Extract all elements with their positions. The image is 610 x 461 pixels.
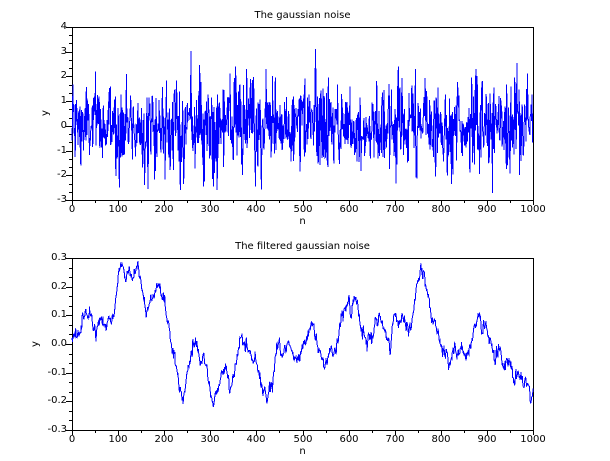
x-tick-label: 1000 — [520, 204, 546, 215]
x-tick-label: 0 — [68, 434, 76, 445]
y-tick-label: 0.2 — [51, 281, 67, 292]
x-tick-label: 400 — [246, 204, 266, 215]
y-tick-label: 3 — [60, 46, 67, 57]
x-tick-label: 500 — [293, 204, 313, 215]
x-tick-label: 300 — [200, 434, 220, 445]
x-tick-label: 300 — [200, 204, 220, 215]
filtered-gaussian-noise-line — [71, 260, 534, 408]
x-tick-label: 700 — [385, 434, 405, 445]
top-plot-title: The gaussian noise — [254, 10, 351, 21]
y-tick-label: -1 — [57, 145, 67, 156]
x-tick-label: 1000 — [520, 434, 546, 445]
gaussian-noise-line — [71, 49, 533, 194]
y-tick-label: 1 — [60, 95, 67, 106]
y-tick-label: 0.0 — [51, 338, 67, 349]
x-tick-label: 500 — [293, 434, 313, 445]
x-tick-label: 200 — [154, 204, 174, 215]
bottom-plot-title: The filtered gaussian noise — [235, 241, 370, 252]
bottom-x-axis-label: n — [299, 446, 306, 457]
x-tick-label: 900 — [477, 204, 497, 215]
x-tick-label: 100 — [108, 204, 128, 215]
y-tick-label: 0 — [60, 120, 67, 131]
x-tick-label: 700 — [385, 204, 405, 215]
y-tick-label: -0.1 — [47, 367, 67, 378]
y-tick-label: -0.3 — [47, 424, 67, 435]
y-tick-label: -0.2 — [47, 395, 67, 406]
x-tick-label: 400 — [246, 434, 266, 445]
y-tick-label: 0.3 — [51, 252, 67, 263]
top-y-axis-label: y — [40, 110, 51, 116]
y-tick-label: 4 — [60, 21, 67, 32]
top-x-axis-label: n — [299, 216, 306, 227]
x-tick-label: 600 — [339, 434, 359, 445]
x-tick-label: 200 — [154, 434, 174, 445]
x-tick-label: 0 — [68, 204, 76, 215]
y-tick-label: -3 — [57, 194, 67, 205]
x-tick-label: 800 — [431, 434, 451, 445]
x-tick-label: 800 — [431, 204, 451, 215]
x-tick-label: 100 — [108, 434, 128, 445]
x-tick-label: 600 — [339, 204, 359, 215]
y-tick-label: 2 — [60, 70, 67, 81]
x-tick-label: 900 — [477, 434, 497, 445]
y-tick-label: -2 — [57, 169, 67, 180]
y-tick-label: 0.1 — [51, 309, 67, 320]
